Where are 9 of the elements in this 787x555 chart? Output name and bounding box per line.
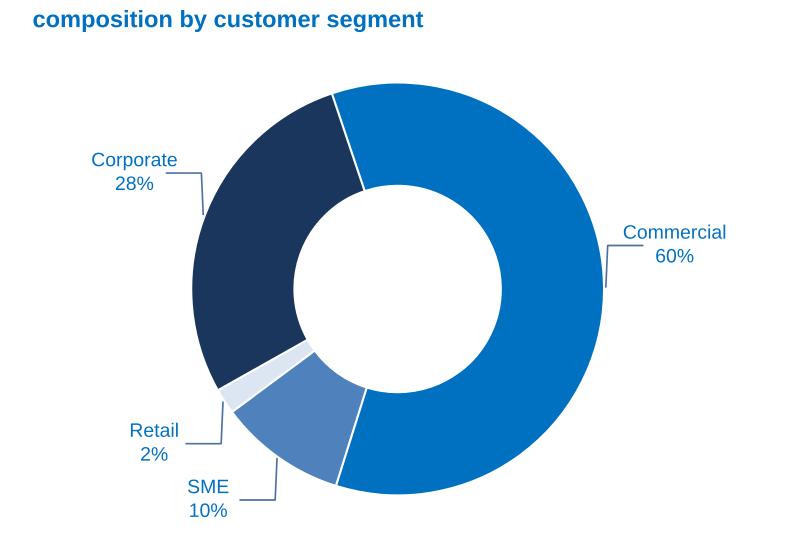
data-label: 10% [190, 503, 227, 518]
data-label: 60% [656, 248, 694, 263]
data-label: 2% [141, 446, 168, 461]
data-label: 28% [116, 176, 154, 190]
slice-label: Retail [130, 422, 178, 437]
slice-label: SME [188, 480, 228, 494]
slice-label: Commercial [624, 224, 726, 239]
slice-label: Corporate [92, 152, 177, 170]
chart-title: composition by customer segment [33, 10, 424, 32]
